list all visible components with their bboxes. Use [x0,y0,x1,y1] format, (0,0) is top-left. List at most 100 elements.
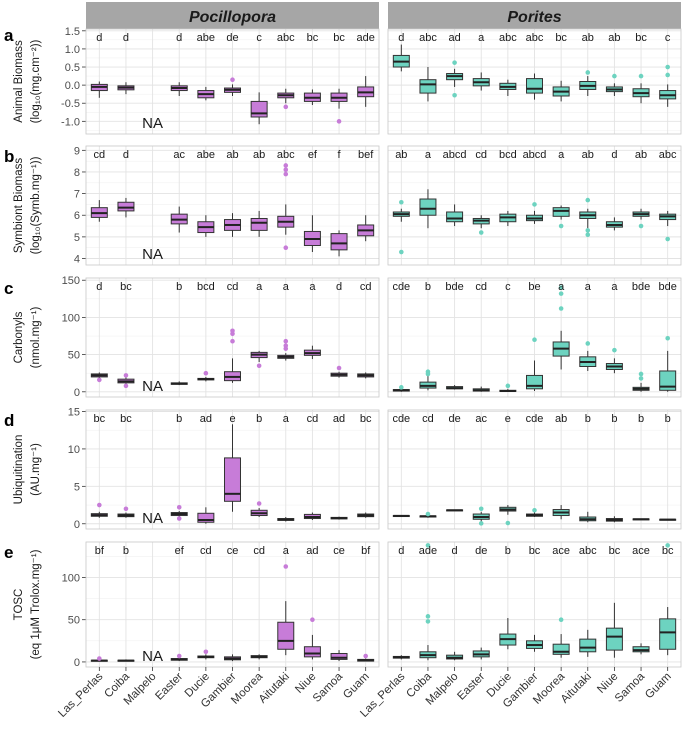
box-body [419,198,437,216]
box-Ducie [499,79,517,96]
significance-letter: ad [333,413,345,425]
outlier-point [256,363,262,369]
outlier-point [203,649,209,655]
outlier-point [585,232,591,238]
outlier-point [665,64,670,70]
significance-letter: c [256,32,262,44]
box-Samoa [632,518,650,521]
significance-letter: a [256,281,263,293]
panel-letter: b [4,147,14,166]
y-tick-label: 7 [74,189,80,201]
significance-letter: a [309,281,316,293]
facet-pocillopora: NA bf b ef cd ce cd a ad ce bf [85,541,380,668]
box-Ducie [499,383,517,393]
facet-plot-area [86,29,379,134]
facet-pocillopora: NAd bc b bcd cd a a a d cd [85,277,380,398]
facet-plot-area [388,410,681,529]
significance-letter: b [176,413,182,425]
y-tick-label: 0.0 [65,80,80,92]
outlier-point [478,506,484,512]
facet-plot-area [86,146,379,265]
box-Gambier [526,73,543,100]
significance-letter: bef [358,149,374,161]
significance-letter: bc [609,545,621,557]
significance-letter: d [123,32,129,44]
box-Coiba [117,197,135,218]
y-axis-label-line2: (eq 1μM Trolox.mg⁻¹) [30,549,42,659]
box-Aitutaki [277,163,295,250]
box-Gambier [526,634,543,652]
box-Aitutaki [579,70,597,96]
box-Guam [357,215,375,242]
outlier-point [558,223,564,229]
significance-letter: bc [555,32,567,44]
significance-letter: d [176,32,182,44]
significance-letter: cde [392,281,410,293]
strip-porites-label: Porites [507,9,561,26]
outlier-point [399,199,404,205]
y-tick-label: 50 [68,350,80,362]
significance-letter: a [558,149,565,161]
box-body [579,638,597,653]
significance-letter: bc [120,281,132,293]
outlier-point [336,119,342,124]
significance-letter: de [475,545,487,557]
significance-letter: ce [227,545,239,557]
outlier-point [585,228,591,233]
box-Niue [605,516,623,523]
box-body [117,201,135,212]
box-Samoa [632,371,650,392]
box-Niue [303,512,321,521]
y-axis-label-line2: (nmol.mg⁻¹) [30,307,42,369]
significance-letter: ab [226,149,238,161]
outlier-point [176,653,182,659]
y-tick-label: 8 [74,167,80,179]
significance-letter: abcd [523,149,547,161]
outlier-point [123,373,129,378]
outlier-point [612,73,617,79]
box-Moorea [250,350,268,369]
panel-e: e TOSC (eq 1μM Trolox.mg⁻¹) 0 50 100 NA bf b ef cd… [4,541,682,669]
significance-letter: de [448,413,460,425]
facet-pocillopora: NAd d d abe de c abc bc bc ade [85,28,380,135]
na-label: NA [142,378,163,395]
significance-letter: b [505,545,511,557]
box-Guam [659,64,677,107]
significance-letter: bc [120,413,132,425]
significance-letter: f [338,149,342,161]
significance-letter: ab [582,32,594,44]
box-Coiba [419,189,437,229]
significance-letter: ad [306,545,318,557]
box-body [224,457,241,502]
outlier-point [176,516,182,521]
box-Niue [605,347,623,374]
outlier-point [123,383,129,389]
significance-letter: ef [175,545,185,557]
significance-letter: ab [395,149,407,161]
outlier-point [452,92,457,98]
outlier-point [363,653,368,659]
significance-letter: d [123,149,129,161]
significance-letter: abc [277,149,295,161]
significance-letter: a [585,281,592,293]
significance-letter: a [425,149,432,161]
significance-letter: ab [608,32,620,44]
significance-letter: bf [361,545,371,557]
outlier-point [425,619,431,624]
y-tick-label: 5 [74,481,80,493]
box-Las_Perlas [392,385,410,392]
box-Coiba [117,659,135,662]
box-body [446,211,464,223]
box-Aitutaki [277,564,295,656]
significance-letter: a [478,32,485,44]
outlier-point [425,543,431,548]
significance-letter: ef [308,149,318,161]
facet-border [85,28,380,135]
outlier-point [532,507,537,513]
box-Malpelo [446,385,464,390]
significance-letter: b [123,545,129,557]
box-Easter [170,82,188,96]
outlier-point [256,501,262,506]
